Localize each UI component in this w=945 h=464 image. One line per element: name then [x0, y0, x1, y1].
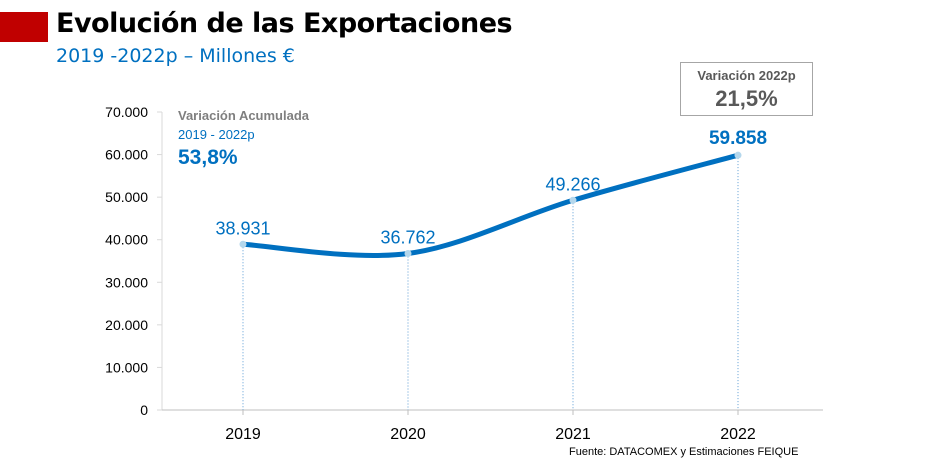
y-tick-label: 20.000	[105, 317, 148, 333]
yearly-label: Variación 2022p	[697, 68, 796, 83]
x-tick-label: 2020	[390, 426, 426, 443]
data-label: 36.762	[380, 227, 435, 247]
accumulated-value: 53,8%	[178, 146, 238, 169]
accumulated-label: Variación Acumulada	[178, 108, 310, 123]
data-point	[734, 151, 742, 159]
y-tick-label: 50.000	[105, 189, 148, 205]
y-tick-label: 10.000	[105, 359, 148, 375]
y-tick-label: 70.000	[105, 104, 148, 120]
data-point	[569, 196, 577, 204]
data-point	[239, 240, 247, 248]
source-note: Fuente: DATACOMEX y Estimaciones FEIQUE	[569, 446, 799, 458]
page-title: Evolución de las Exportaciones	[56, 8, 513, 39]
data-label: 59.858	[709, 128, 767, 149]
x-tick-label: 2019	[225, 426, 261, 443]
accumulated-variation: Variación Acumulada 2019 - 2022p 53,8%	[178, 108, 309, 170]
x-tick-label: 2022	[720, 426, 756, 443]
x-tick-label: 2021	[555, 426, 591, 443]
page-subtitle: 2019 -2022p – Millones €	[56, 45, 295, 67]
y-tick-label: 40.000	[105, 232, 148, 248]
y-tick-label: 30.000	[105, 274, 148, 290]
data-point	[404, 249, 412, 257]
series-line	[240, 152, 741, 258]
y-tick-label: 60.000	[105, 147, 148, 163]
title-accent-bar	[0, 12, 48, 42]
data-label: 38.931	[215, 218, 270, 238]
accumulated-period: 2019 - 2022p	[178, 127, 255, 142]
yearly-value: 21,5%	[715, 86, 778, 111]
y-tick-label: 0	[140, 402, 148, 418]
data-label: 49.266	[545, 174, 600, 194]
yearly-variation-box: Variación 2022p 21,5%	[680, 62, 813, 116]
